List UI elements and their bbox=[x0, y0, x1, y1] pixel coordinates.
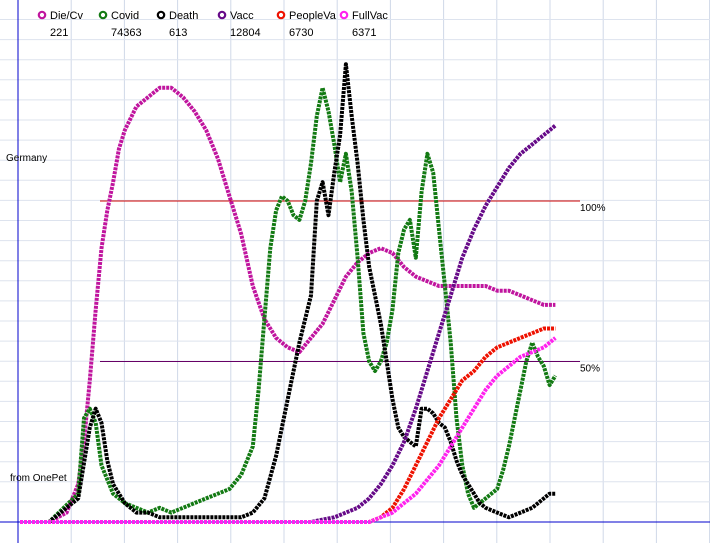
legend-label: Die/Cv bbox=[50, 10, 84, 22]
series-group bbox=[20, 62, 558, 524]
legend-value: 6730 bbox=[289, 27, 313, 39]
legend-value: 221 bbox=[50, 27, 68, 39]
legend-value: 6371 bbox=[352, 27, 376, 39]
legend-label: FullVac bbox=[352, 10, 388, 22]
series-line-peopleva bbox=[20, 326, 556, 524]
legend-label: PeopleVa bbox=[289, 10, 337, 22]
legend-marker bbox=[217, 10, 227, 20]
series-line-covid bbox=[20, 85, 558, 524]
legend-marker bbox=[276, 10, 286, 20]
series-line-death bbox=[20, 62, 556, 524]
legend-marker bbox=[98, 10, 108, 20]
reference-lines: 100% 50% bbox=[100, 200, 606, 375]
legend: Die/Cv 221 Covid 74363 Death 613 Vacc 12804 Peop… bbox=[37, 10, 388, 39]
country-label: Germany bbox=[6, 153, 47, 164]
legend-marker bbox=[156, 10, 166, 20]
reference-line-label: 50% bbox=[580, 364, 600, 375]
series-line-die-cv bbox=[20, 85, 556, 524]
legend-value: 12804 bbox=[230, 27, 261, 39]
legend-marker bbox=[339, 10, 349, 20]
series-line-fullvac bbox=[20, 336, 557, 524]
legend-label: Vacc bbox=[230, 10, 254, 22]
legend-label: Covid bbox=[111, 10, 139, 22]
legend-label: Death bbox=[169, 10, 198, 22]
legend-marker bbox=[37, 10, 47, 20]
legend-value: 613 bbox=[169, 27, 187, 39]
reference-line-label: 100% bbox=[580, 203, 606, 214]
source-label: from OnePet bbox=[10, 473, 67, 484]
legend-value: 74363 bbox=[111, 27, 142, 39]
